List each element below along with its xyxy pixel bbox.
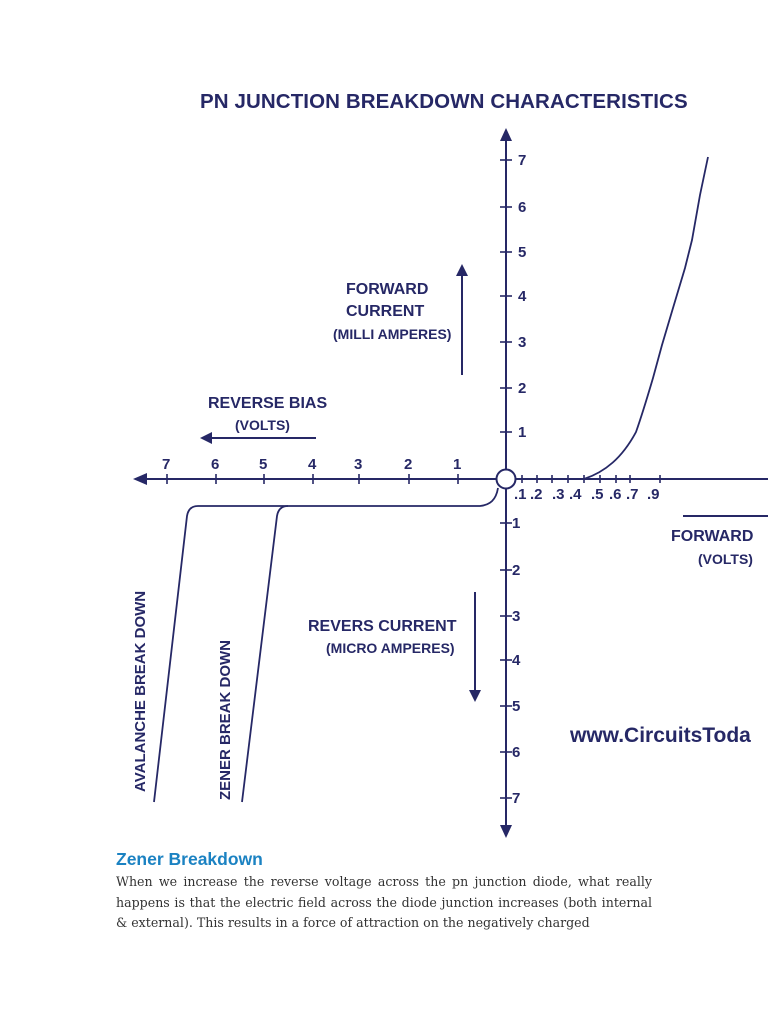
y-tick-reverse: 2 xyxy=(512,562,521,579)
x-tick-forward: .2 xyxy=(530,486,543,503)
x-tick-forward: .6 xyxy=(609,486,622,503)
characteristics-plot xyxy=(133,128,768,838)
x-tick-reverse: 2 xyxy=(404,456,413,473)
reverse-current-arrow-icon xyxy=(469,690,481,702)
reverse-leakage-curve xyxy=(288,487,499,507)
y-tick-forward: 4 xyxy=(518,288,527,305)
x-axis-left-arrow-icon xyxy=(133,473,147,485)
forward-volts-label: FORWARD xyxy=(671,528,754,545)
avalanche-breakdown-label: AVALANCHE BREAK DOWN xyxy=(132,590,149,792)
forward-volts-unit: (VOLTS) xyxy=(698,551,753,567)
section-paragraph: When we increase the reverse voltage acr… xyxy=(116,874,652,930)
avalanche-breakdown-curve xyxy=(153,505,288,803)
section-heading: Zener Breakdown xyxy=(116,849,263,869)
y-tick-forward: 5 xyxy=(518,244,527,261)
forward-curve xyxy=(583,156,709,480)
reverse-bias-label: REVERSE BIAS xyxy=(208,395,328,412)
y-tick-forward: 3 xyxy=(518,334,527,351)
y-tick-reverse: 5 xyxy=(512,698,521,715)
x-tick-forward: .9 xyxy=(647,486,660,503)
forward-current-arrow-icon xyxy=(456,264,468,276)
y-tick-reverse: 4 xyxy=(512,652,521,669)
y-tick-reverse: 3 xyxy=(512,608,521,625)
x-tick-reverse: 7 xyxy=(162,456,171,473)
x-tick-forward: .1 xyxy=(514,486,527,503)
zener-breakdown-curve xyxy=(241,505,289,803)
y-axis-down-arrow-icon xyxy=(500,825,512,838)
y-axis-up-arrow-icon xyxy=(500,128,512,141)
y-tick-reverse: 7 xyxy=(512,790,521,807)
y-tick-forward: 6 xyxy=(518,199,527,216)
y-tick-reverse: 6 xyxy=(512,744,521,761)
forward-current-unit: (MILLI AMPERES) xyxy=(333,326,452,342)
x-tick-reverse: 4 xyxy=(308,456,317,473)
x-tick-forward: .5 xyxy=(591,486,604,503)
x-tick-forward: .7 xyxy=(626,486,639,503)
x-tick-reverse: 1 xyxy=(453,456,462,473)
reverse-bias-arrow-icon xyxy=(200,432,212,444)
x-tick-reverse: 5 xyxy=(259,456,268,473)
y-tick-forward: 2 xyxy=(518,380,527,397)
reverse-bias-unit: (VOLTS) xyxy=(235,417,290,433)
x-tick-forward: .4 xyxy=(569,486,582,503)
figure-title: PN JUNCTION BREAKDOWN CHARACTERISTICS xyxy=(200,90,688,113)
y-tick-forward: 1 xyxy=(518,424,527,441)
origin-marker xyxy=(495,468,517,490)
y-tick-reverse: 1 xyxy=(512,515,521,532)
breakdown-characteristics-figure: PN JUNCTION BREAKDOWN CHARACTERISTICS 7 … xyxy=(132,90,768,838)
x-tick-forward: .3 xyxy=(552,486,565,503)
article-section: Zener Breakdown When we increase the rev… xyxy=(116,848,652,934)
x-tick-reverse: 6 xyxy=(211,456,220,473)
x-tick-reverse: 3 xyxy=(354,456,363,473)
forward-current-label: FORWARD xyxy=(346,281,429,298)
watermark-url: www.CircuitsToda xyxy=(570,724,751,747)
forward-current-label-line2: CURRENT xyxy=(346,303,425,320)
y-tick-forward: 7 xyxy=(518,152,527,169)
reverse-current-label: REVERS CURRENT xyxy=(308,618,457,635)
reverse-current-unit: (MICRO AMPERES) xyxy=(326,640,455,656)
zener-breakdown-label: ZENER BREAK DOWN xyxy=(217,640,234,800)
